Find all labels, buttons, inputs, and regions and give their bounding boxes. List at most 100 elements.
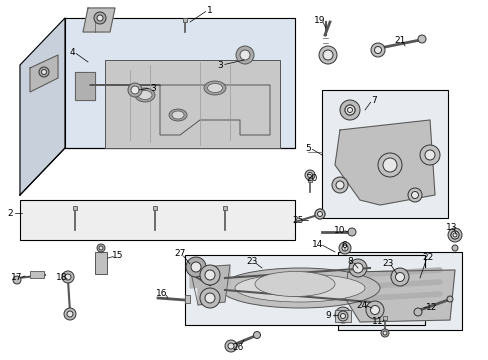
Bar xyxy=(95,252,107,274)
Circle shape xyxy=(417,35,425,43)
Polygon shape xyxy=(75,72,95,100)
Circle shape xyxy=(314,209,325,219)
Text: 7: 7 xyxy=(370,95,376,104)
Text: 3: 3 xyxy=(150,84,156,93)
Text: 6: 6 xyxy=(341,240,346,249)
Circle shape xyxy=(452,233,456,237)
Circle shape xyxy=(41,69,46,75)
Circle shape xyxy=(318,46,336,64)
Circle shape xyxy=(305,170,314,180)
Polygon shape xyxy=(20,18,65,195)
Circle shape xyxy=(204,293,215,303)
Circle shape xyxy=(334,307,350,323)
Circle shape xyxy=(131,86,139,94)
Bar xyxy=(321,90,447,218)
Bar xyxy=(105,60,280,148)
Circle shape xyxy=(338,242,350,254)
Circle shape xyxy=(413,308,421,316)
Circle shape xyxy=(446,296,452,302)
Circle shape xyxy=(424,150,434,160)
Circle shape xyxy=(314,209,325,219)
Circle shape xyxy=(382,158,396,172)
Text: 21: 21 xyxy=(393,36,405,45)
Circle shape xyxy=(450,231,458,239)
Bar xyxy=(30,271,44,278)
Text: 1: 1 xyxy=(207,5,212,14)
Circle shape xyxy=(67,311,73,317)
Circle shape xyxy=(411,192,418,198)
Text: 14: 14 xyxy=(312,239,323,248)
Text: 27: 27 xyxy=(174,249,185,258)
Text: 25: 25 xyxy=(292,216,303,225)
Circle shape xyxy=(377,153,401,177)
Polygon shape xyxy=(190,265,229,288)
Circle shape xyxy=(382,331,386,335)
Bar xyxy=(153,206,157,210)
Text: 20: 20 xyxy=(305,174,317,183)
Circle shape xyxy=(370,43,384,57)
Circle shape xyxy=(347,228,355,236)
Circle shape xyxy=(317,212,322,216)
Polygon shape xyxy=(65,18,294,148)
Text: 22: 22 xyxy=(422,252,433,261)
Text: 11: 11 xyxy=(371,318,383,327)
Bar xyxy=(184,255,424,325)
Text: 12: 12 xyxy=(426,302,437,311)
Text: 26: 26 xyxy=(232,342,243,351)
Circle shape xyxy=(370,306,379,315)
Circle shape xyxy=(224,340,237,352)
Circle shape xyxy=(340,314,345,319)
Circle shape xyxy=(419,145,439,165)
Ellipse shape xyxy=(138,90,152,99)
Circle shape xyxy=(331,177,347,193)
Text: 15: 15 xyxy=(112,252,123,261)
Circle shape xyxy=(94,12,106,24)
Circle shape xyxy=(39,67,49,77)
Circle shape xyxy=(337,311,347,321)
Text: 4: 4 xyxy=(69,48,75,57)
Text: 18: 18 xyxy=(56,273,68,282)
Polygon shape xyxy=(198,282,224,305)
Ellipse shape xyxy=(235,274,364,302)
Text: 9: 9 xyxy=(325,310,330,320)
Circle shape xyxy=(345,105,354,115)
Text: 8: 8 xyxy=(346,256,352,266)
Bar xyxy=(73,206,77,210)
Circle shape xyxy=(450,231,458,239)
Bar xyxy=(20,200,294,240)
Text: 23: 23 xyxy=(382,258,393,267)
Bar xyxy=(337,252,461,330)
Circle shape xyxy=(390,268,408,286)
Circle shape xyxy=(307,172,312,177)
Circle shape xyxy=(348,259,366,277)
Text: 13: 13 xyxy=(446,222,457,231)
Polygon shape xyxy=(345,270,454,322)
Circle shape xyxy=(338,311,346,319)
Circle shape xyxy=(13,276,21,284)
Bar xyxy=(184,295,190,303)
Circle shape xyxy=(374,46,381,54)
Circle shape xyxy=(227,343,234,349)
Circle shape xyxy=(236,46,253,64)
Ellipse shape xyxy=(254,271,334,297)
Circle shape xyxy=(65,274,71,280)
Circle shape xyxy=(97,15,103,21)
Bar xyxy=(382,316,386,320)
Circle shape xyxy=(352,263,362,273)
Bar xyxy=(307,178,311,182)
Circle shape xyxy=(345,105,354,115)
Circle shape xyxy=(204,270,215,280)
Circle shape xyxy=(339,100,359,120)
Text: 5: 5 xyxy=(305,144,310,153)
Circle shape xyxy=(341,245,347,251)
Polygon shape xyxy=(83,8,115,32)
Circle shape xyxy=(335,181,343,189)
Text: 17: 17 xyxy=(11,274,23,283)
Bar xyxy=(223,206,226,210)
Ellipse shape xyxy=(135,88,155,102)
Text: 10: 10 xyxy=(334,225,345,234)
Ellipse shape xyxy=(169,109,186,121)
Circle shape xyxy=(191,262,201,272)
Circle shape xyxy=(185,257,205,277)
Bar xyxy=(334,310,350,322)
